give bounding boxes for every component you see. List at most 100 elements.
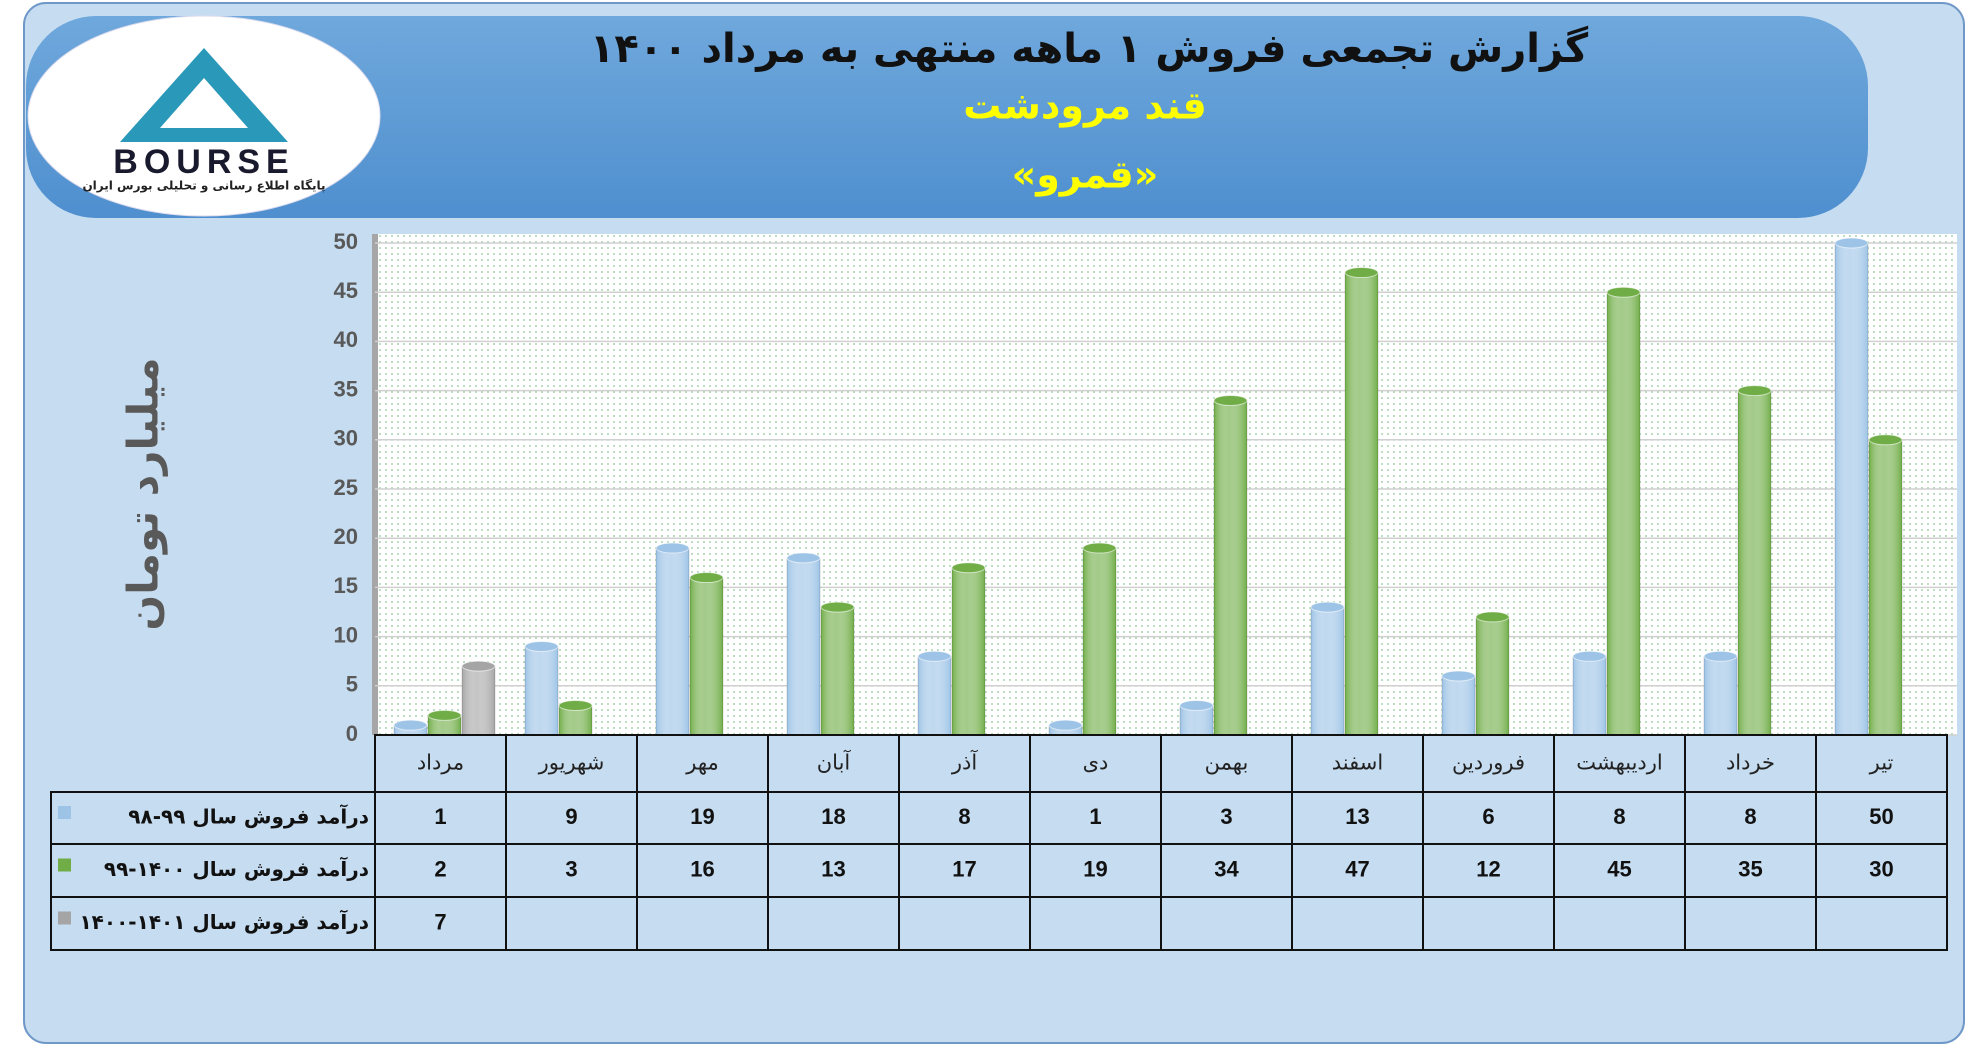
legend-label: درآمد فروش سال ۱۴۰۰-۹۹ [104, 856, 369, 881]
bar-cap [558, 699, 593, 711]
bar [1868, 439, 1903, 736]
y-tick-label: 30 [334, 426, 358, 451]
logo-mark [160, 78, 248, 128]
x-tick-label: آبان [817, 750, 852, 775]
bar [1834, 242, 1869, 736]
table-value: 50 [1869, 804, 1893, 829]
x-tick-label: بهمن [1205, 751, 1249, 775]
table-value: 34 [1214, 856, 1239, 881]
table-value: 13 [1345, 804, 1369, 829]
bar-cap [1834, 237, 1869, 249]
bar-cap [689, 572, 724, 584]
bar [1310, 606, 1345, 736]
legend-label: درآمد فروش سال ۹۹-۹۸ [128, 804, 369, 829]
table-value: 30 [1869, 856, 1893, 881]
x-tick-label: خرداد [1726, 751, 1775, 775]
y-tick-label: 20 [334, 524, 358, 549]
bar-cap [820, 601, 855, 613]
bar-cap [1475, 611, 1510, 623]
bar [820, 606, 855, 736]
legend-swatch [58, 911, 71, 925]
bar-cap [917, 650, 952, 662]
y-tick-label: 5 [346, 672, 358, 697]
table-value: 3 [1220, 804, 1232, 829]
table-value: 45 [1607, 856, 1631, 881]
table-value: 18 [821, 804, 845, 829]
legend-label: درآمد فروش سال ۱۴۰۱-۱۴۰۰ [79, 909, 369, 934]
bar-cap [1048, 719, 1083, 731]
table-value: 35 [1738, 856, 1762, 881]
bar-cap [1082, 542, 1117, 554]
bar-cap [1441, 670, 1476, 682]
bar [1344, 272, 1379, 736]
x-tick-label: مهر [685, 751, 719, 775]
table-value: 12 [1476, 856, 1500, 881]
chart-subtitle: «قمرو» [1012, 153, 1159, 198]
x-tick-label: اردیبهشت [1576, 751, 1663, 775]
bar-cap [1703, 650, 1738, 662]
bar [1441, 675, 1476, 736]
table-value: 8 [958, 804, 970, 829]
table-value: 17 [952, 856, 976, 881]
table-value: 19 [1083, 856, 1107, 881]
bar-cap [1213, 394, 1248, 406]
chart-title: گزارش تجمعی فروش ۱ ماهه منتهی به مرداد ۱… [590, 25, 1589, 72]
logo-brand: BOURSE [113, 143, 294, 181]
x-tick-label: شهریور [538, 751, 605, 775]
table-value: 8 [1744, 804, 1756, 829]
bar [689, 577, 724, 736]
table-value: 3 [565, 856, 577, 881]
bar [524, 645, 559, 736]
y-tick-label: 35 [334, 376, 358, 401]
bar-cap [1572, 650, 1607, 662]
bar-cap [655, 542, 690, 554]
table-value: 19 [690, 804, 714, 829]
bar [917, 655, 952, 736]
table-value: 1 [1089, 804, 1101, 829]
x-tick-label: دی [1083, 751, 1109, 775]
table-value: 16 [690, 856, 714, 881]
x-tick-label: تیر [1869, 751, 1894, 775]
bar [1082, 547, 1117, 736]
bar [1475, 616, 1510, 736]
table-value: 7 [434, 909, 446, 934]
table-value: 47 [1345, 856, 1369, 881]
bar-cap [1737, 385, 1772, 397]
bar [1572, 655, 1607, 736]
legend-swatch [58, 806, 71, 819]
bar-cap [393, 719, 428, 731]
bar [461, 665, 496, 736]
table-value: 8 [1613, 804, 1625, 829]
table-value: 1 [434, 804, 446, 829]
bar-cap [951, 562, 986, 574]
bar [1606, 291, 1641, 736]
bar [655, 547, 690, 736]
x-tick-label: اسفند [1332, 751, 1383, 775]
bar [1737, 390, 1772, 736]
table-value: 6 [1482, 804, 1494, 829]
bar-cap [427, 709, 462, 721]
x-tick-label: مرداد [417, 751, 464, 775]
logo-tagline: پایگاه اطلاع رسانی و تحلیلی بورس ایران [82, 179, 325, 194]
bar-cap [1606, 286, 1641, 298]
bar [1703, 655, 1738, 736]
y-tick-label: 40 [334, 327, 358, 352]
y-tick-label: 25 [334, 475, 358, 500]
y-tick-label: 15 [334, 573, 358, 598]
bar-cap [524, 640, 559, 652]
x-tick-label: فروردین [1452, 751, 1525, 775]
bar [951, 567, 986, 736]
x-tick-label: آذر [951, 750, 978, 775]
y-tick-label: 50 [334, 229, 358, 254]
bar-cap [1179, 699, 1214, 711]
table-value: 9 [565, 804, 577, 829]
header-band [26, 16, 1868, 218]
y-tick-label: 45 [334, 278, 358, 303]
bar-cap [1310, 601, 1345, 613]
y-axis-label: میلیارد تومان [119, 357, 169, 630]
y-tick-label: 0 [346, 721, 358, 746]
bar [1213, 399, 1248, 736]
bar-cap [1344, 267, 1379, 279]
plot-area [375, 234, 1957, 735]
